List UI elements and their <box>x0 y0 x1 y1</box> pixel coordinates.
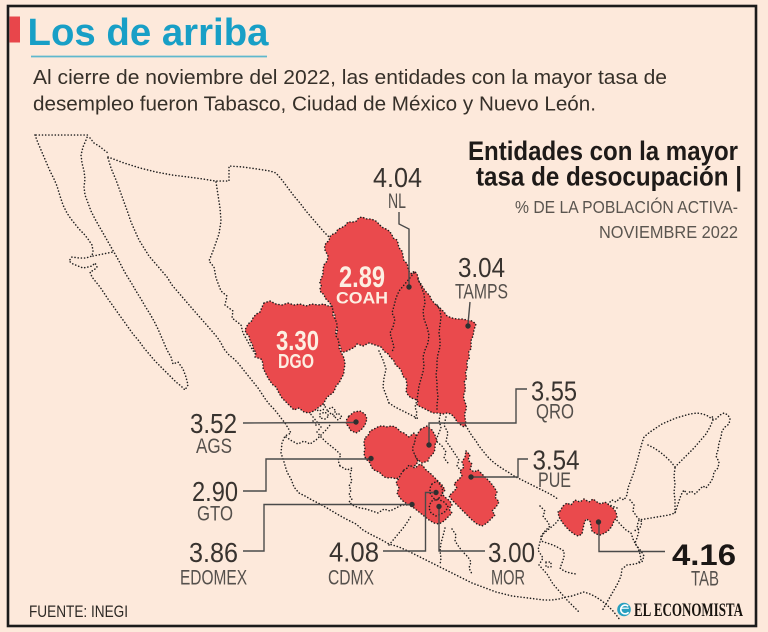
svg-text:AGS: AGS <box>196 435 232 458</box>
svg-text:4.08: 4.08 <box>329 537 379 568</box>
svg-text:3.55: 3.55 <box>531 376 577 407</box>
svg-text:3.00: 3.00 <box>488 537 535 568</box>
svg-text:MOR: MOR <box>491 567 525 590</box>
svg-text:CDMX: CDMX <box>328 567 374 590</box>
svg-text:3.04: 3.04 <box>458 252 505 283</box>
svg-text:TAMPS: TAMPS <box>455 281 508 304</box>
svg-text:NOVIEMBRE 2022: NOVIEMBRE 2022 <box>599 222 738 242</box>
svg-text:TAB: TAB <box>691 568 719 591</box>
svg-text:3.54: 3.54 <box>533 445 580 476</box>
svg-text:NL: NL <box>388 190 406 213</box>
svg-text:COAH: COAH <box>336 290 388 308</box>
svg-text:PUE: PUE <box>538 469 571 492</box>
svg-text:tasa de desocupación |: tasa de desocupación | <box>476 162 742 192</box>
svg-text:Los de arriba: Los de arriba <box>28 12 270 54</box>
svg-text:3.52: 3.52 <box>190 408 237 439</box>
svg-text:GTO: GTO <box>197 503 233 526</box>
svg-text:Al cierre de noviembre del 202: Al cierre de noviembre del 2022, las ent… <box>33 67 667 89</box>
svg-text:QRO: QRO <box>536 401 574 424</box>
svg-text:DGO: DGO <box>278 350 314 373</box>
svg-text:desempleo fueron Tabasco, Ciud: desempleo fueron Tabasco, Ciudad de Méxi… <box>33 94 596 116</box>
svg-text:Entidades con la mayor: Entidades con la mayor <box>468 136 738 166</box>
svg-text:% DE LA POBLACIÓN ACTIVA-: % DE LA POBLACIÓN ACTIVA- <box>515 196 738 217</box>
svg-text:3.86: 3.86 <box>189 537 238 568</box>
svg-text:EL ECONOMISTA: EL ECONOMISTA <box>634 601 743 621</box>
svg-text:2.89: 2.89 <box>339 261 385 294</box>
svg-text:4.04: 4.04 <box>373 162 422 193</box>
svg-text:4.16: 4.16 <box>672 539 736 572</box>
svg-text:2.90: 2.90 <box>192 476 238 507</box>
svg-text:FUENTE: INEGI: FUENTE: INEGI <box>29 602 128 621</box>
svg-text:3.30: 3.30 <box>276 325 319 356</box>
svg-text:EDOMEX: EDOMEX <box>180 567 247 590</box>
